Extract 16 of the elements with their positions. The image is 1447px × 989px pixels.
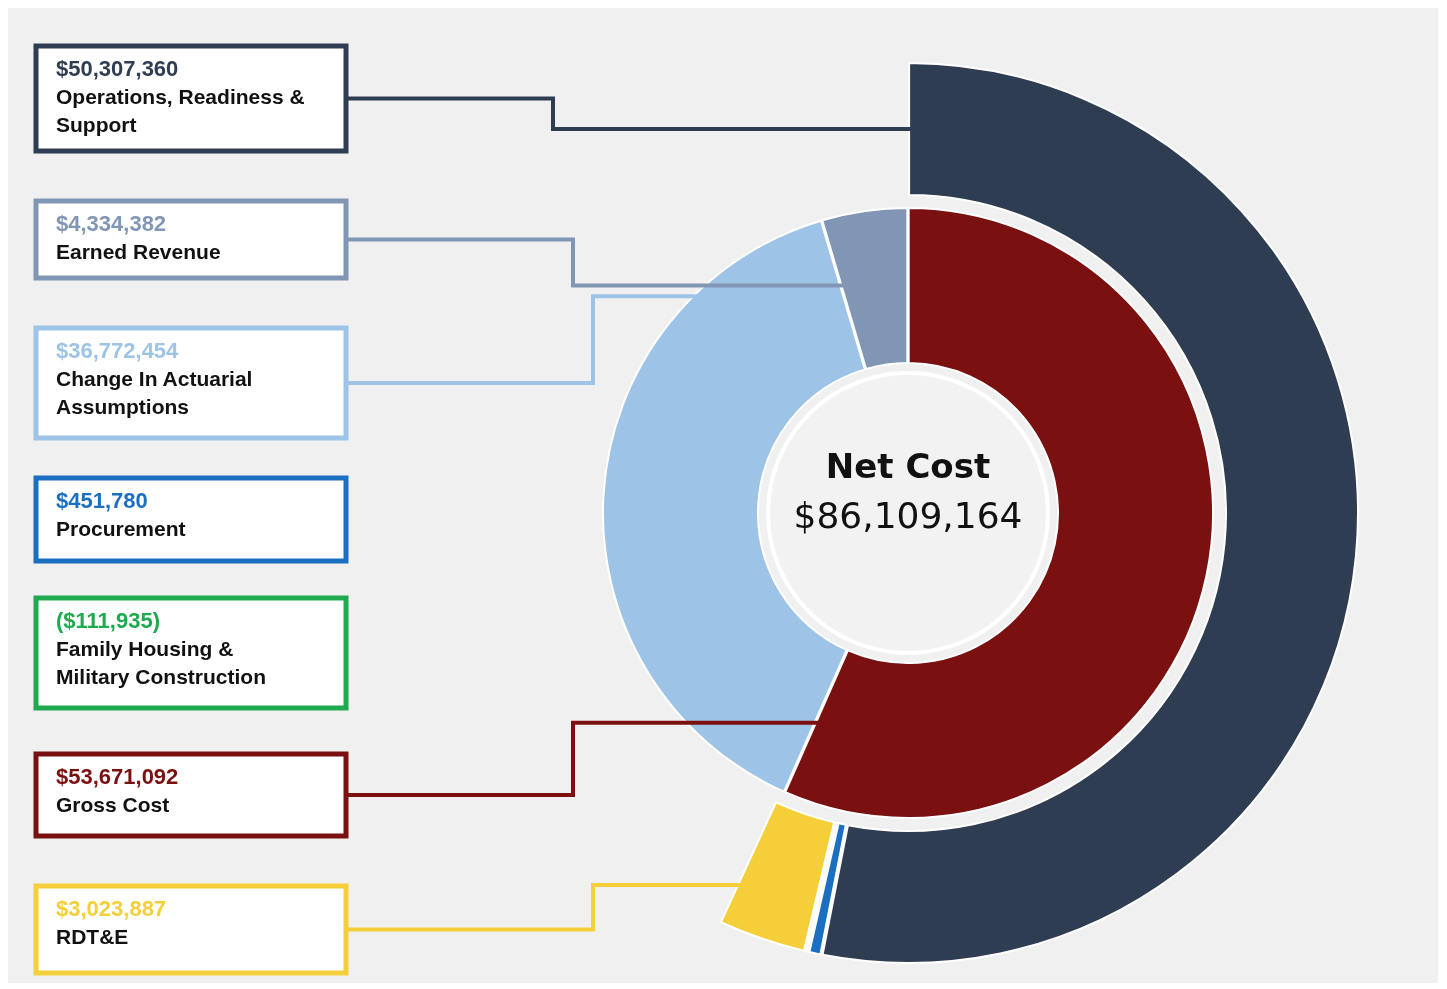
- data-label: $451,780: [56, 488, 148, 513]
- data-label: $53,671,092: [56, 764, 179, 789]
- category-label: Procurement: [56, 517, 186, 540]
- category-label: RDT&E: [56, 925, 129, 948]
- category-label: Change In Actuarial Assumptions: [56, 367, 253, 418]
- data-label: $36,772,454: [56, 338, 180, 363]
- text: Net Cost: [825, 446, 991, 486]
- category-label: Gross Cost: [56, 793, 170, 816]
- text: $86,109,164: [793, 495, 1023, 536]
- category-label: Earned Revenue: [56, 240, 221, 263]
- category-label: Family Housing & Military Construction: [56, 637, 267, 688]
- category-label: Operations, Readiness & Support: [56, 85, 305, 136]
- data-label: ($111,935): [56, 608, 160, 633]
- data-label: $50,307,360: [56, 56, 179, 81]
- data-label: $4,334,382: [56, 211, 167, 236]
- data-label: $3,023,887: [56, 896, 167, 921]
